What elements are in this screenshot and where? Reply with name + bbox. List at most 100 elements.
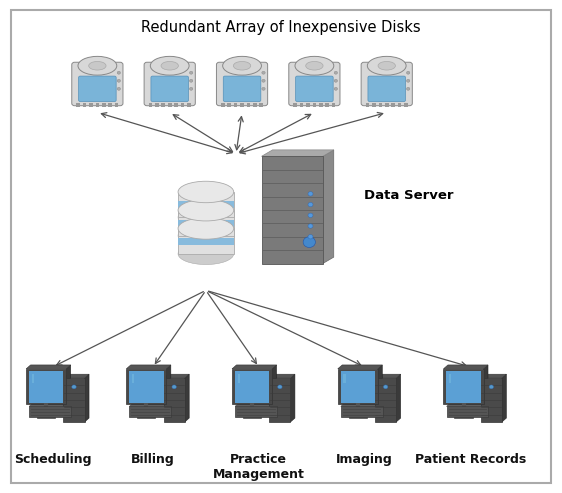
Polygon shape	[235, 371, 269, 403]
Bar	[293, 104, 297, 107]
FancyBboxPatch shape	[151, 76, 188, 102]
Ellipse shape	[178, 200, 234, 221]
Polygon shape	[261, 156, 323, 264]
Polygon shape	[64, 374, 89, 378]
Polygon shape	[66, 365, 71, 404]
Polygon shape	[341, 371, 375, 403]
Bar	[187, 104, 191, 107]
Bar	[221, 104, 225, 107]
Polygon shape	[481, 378, 502, 422]
Polygon shape	[129, 404, 174, 406]
Polygon shape	[137, 413, 155, 418]
Bar	[404, 104, 407, 107]
Polygon shape	[178, 238, 234, 245]
Ellipse shape	[308, 192, 313, 196]
Bar	[325, 104, 329, 107]
Bar	[161, 104, 165, 107]
Polygon shape	[178, 192, 234, 217]
Bar	[391, 104, 395, 107]
Polygon shape	[481, 374, 506, 378]
Polygon shape	[26, 369, 66, 404]
Polygon shape	[232, 369, 272, 404]
Polygon shape	[269, 378, 291, 422]
Bar	[228, 104, 231, 107]
Ellipse shape	[178, 181, 234, 203]
Polygon shape	[443, 365, 488, 369]
Bar	[115, 104, 119, 107]
Bar	[168, 104, 171, 107]
Polygon shape	[261, 150, 334, 156]
Text: Scheduling: Scheduling	[14, 453, 92, 466]
Polygon shape	[29, 371, 64, 403]
Polygon shape	[343, 374, 346, 383]
Ellipse shape	[178, 207, 234, 228]
Polygon shape	[443, 369, 483, 404]
Bar	[306, 104, 310, 107]
Ellipse shape	[306, 62, 323, 70]
Polygon shape	[447, 406, 488, 417]
Polygon shape	[164, 378, 185, 422]
Bar	[372, 104, 376, 107]
Ellipse shape	[72, 385, 76, 389]
Bar	[83, 104, 87, 107]
Ellipse shape	[178, 225, 234, 246]
Ellipse shape	[334, 71, 338, 74]
Ellipse shape	[233, 62, 251, 70]
Polygon shape	[446, 371, 481, 403]
Bar	[300, 104, 303, 107]
Polygon shape	[341, 404, 386, 406]
Polygon shape	[178, 228, 234, 254]
FancyBboxPatch shape	[223, 76, 261, 102]
Polygon shape	[269, 374, 295, 378]
Bar	[385, 104, 388, 107]
Polygon shape	[375, 378, 396, 422]
Bar	[312, 104, 316, 107]
Ellipse shape	[383, 385, 388, 389]
Ellipse shape	[117, 79, 120, 82]
Polygon shape	[323, 150, 334, 264]
Polygon shape	[37, 413, 55, 418]
Bar	[240, 104, 244, 107]
Bar	[366, 104, 369, 107]
Bar	[96, 104, 99, 107]
Polygon shape	[166, 365, 171, 404]
Polygon shape	[29, 406, 71, 417]
Polygon shape	[232, 365, 277, 369]
Bar	[76, 104, 80, 107]
Polygon shape	[502, 374, 506, 422]
Polygon shape	[178, 210, 234, 236]
Ellipse shape	[489, 385, 493, 389]
Ellipse shape	[117, 71, 120, 74]
Bar	[260, 104, 263, 107]
Polygon shape	[132, 374, 134, 383]
Bar	[319, 104, 323, 107]
Ellipse shape	[262, 87, 265, 90]
Ellipse shape	[262, 71, 265, 74]
FancyBboxPatch shape	[361, 62, 413, 106]
Polygon shape	[84, 374, 89, 422]
Polygon shape	[338, 369, 378, 404]
Polygon shape	[178, 201, 234, 209]
Polygon shape	[185, 374, 189, 422]
Polygon shape	[338, 365, 382, 369]
Polygon shape	[375, 374, 401, 378]
Bar	[155, 104, 158, 107]
Ellipse shape	[368, 56, 406, 75]
Text: Billing: Billing	[131, 453, 175, 466]
Ellipse shape	[172, 385, 176, 389]
Polygon shape	[126, 369, 166, 404]
Bar	[174, 104, 178, 107]
Polygon shape	[164, 374, 189, 378]
FancyBboxPatch shape	[296, 76, 333, 102]
Bar	[253, 104, 257, 107]
Polygon shape	[235, 406, 277, 417]
Ellipse shape	[78, 56, 117, 75]
Polygon shape	[29, 404, 74, 406]
Ellipse shape	[308, 224, 313, 228]
Polygon shape	[396, 374, 401, 422]
Bar	[247, 104, 250, 107]
Ellipse shape	[189, 71, 193, 74]
FancyBboxPatch shape	[79, 76, 116, 102]
Polygon shape	[126, 365, 171, 369]
Ellipse shape	[161, 62, 178, 70]
